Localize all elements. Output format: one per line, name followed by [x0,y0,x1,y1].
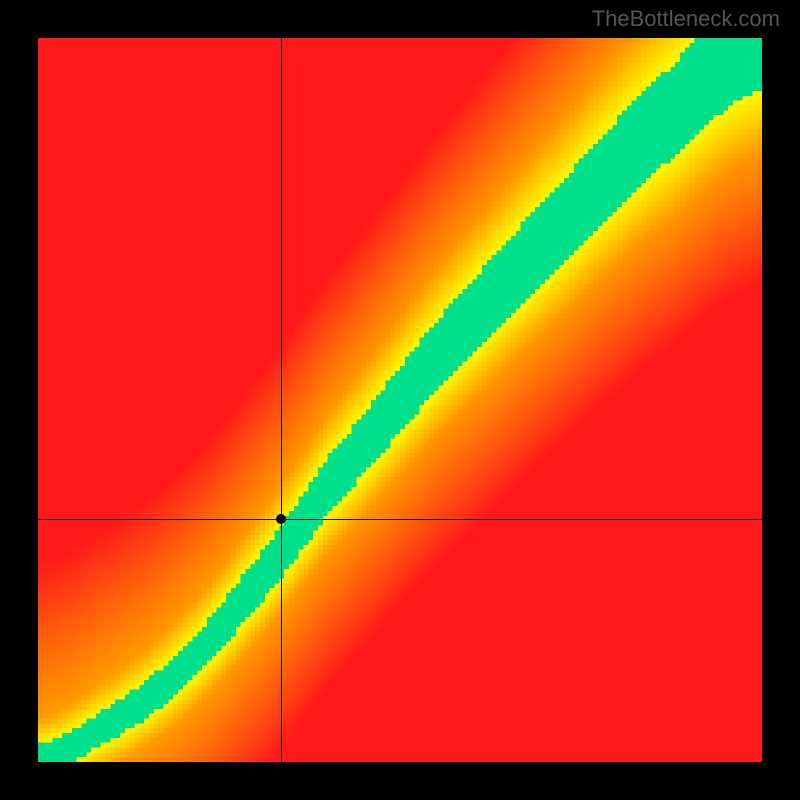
watermark-text: TheBottleneck.com [592,6,780,32]
crosshair-horizontal [38,519,762,520]
heatmap-canvas [38,38,762,762]
plot-area [38,38,762,762]
chart-container: TheBottleneck.com [0,0,800,800]
crosshair-dot [276,514,286,524]
crosshair-vertical [281,38,282,762]
